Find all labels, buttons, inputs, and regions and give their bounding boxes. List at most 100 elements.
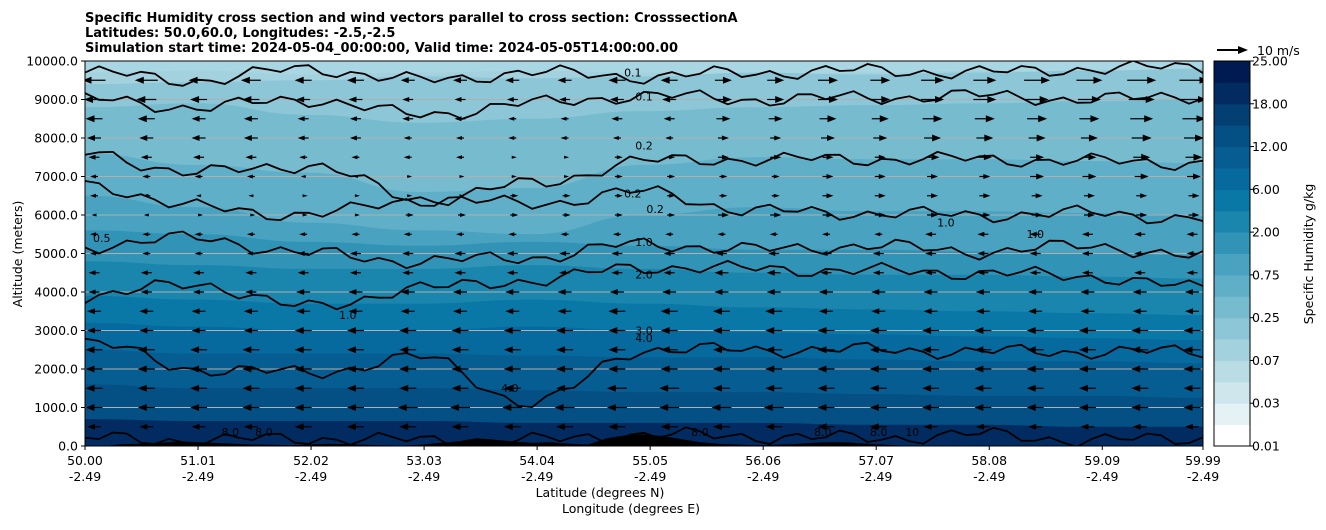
- wind-arrowhead: [829, 76, 838, 84]
- chart-title: Specific Humidity cross section and wind…: [85, 11, 738, 56]
- wind-arrowhead: [869, 365, 879, 373]
- wind-arrowhead: [1183, 346, 1193, 354]
- wind-arrowhead: [817, 346, 827, 354]
- wind-arrowhead: [196, 194, 202, 198]
- y-axis-label: Altitude (meters): [10, 201, 25, 308]
- wind-arrowhead: [923, 308, 932, 315]
- x-tick-label-lat: 59.99: [1185, 453, 1221, 468]
- wind-arrowhead: [459, 194, 465, 198]
- wind-arrowhead: [869, 346, 879, 354]
- wind-arrowhead: [190, 346, 200, 354]
- wind-arrowhead: [974, 327, 984, 334]
- y-tick-label: 4000.0: [34, 285, 78, 300]
- colorbar-label: Specific Humidity g/kg: [1301, 184, 1316, 325]
- wind-arrowhead: [608, 423, 618, 431]
- wind-arrowhead: [407, 175, 413, 178]
- wind-arrowhead: [714, 269, 723, 276]
- wind-arrowhead: [609, 289, 618, 295]
- wind-arrowhead: [245, 270, 253, 276]
- wind-arrowhead: [242, 96, 252, 103]
- wind-arrowhead: [354, 213, 360, 217]
- colorbar-tick-label: 0.75: [1252, 267, 1280, 282]
- wind-arrowhead: [191, 115, 200, 122]
- wind-arrowhead: [346, 76, 356, 84]
- wind-arrowhead: [194, 174, 201, 179]
- wind-arrowhead: [817, 423, 827, 431]
- wind-arrowhead: [296, 289, 305, 295]
- wind-arrowhead: [985, 115, 995, 123]
- wind-arrowhead: [451, 327, 461, 334]
- wind-arrowhead: [503, 327, 513, 334]
- wind-arrowhead: [505, 77, 514, 84]
- wind-arrowhead: [1088, 134, 1098, 142]
- wind-arrowhead: [85, 115, 95, 123]
- wind-arrowhead: [819, 308, 827, 315]
- wind-arrowhead: [1183, 365, 1193, 373]
- wind-arrowhead: [142, 174, 149, 179]
- wind-arrowhead: [1134, 270, 1142, 276]
- contour-label: 8.0: [255, 426, 273, 439]
- wind-arrowhead: [1080, 423, 1089, 430]
- wind-arrowhead: [1186, 270, 1194, 276]
- wind-arrowhead: [660, 76, 670, 84]
- wind-arrowhead: [984, 134, 994, 142]
- wind-arrowhead: [297, 251, 305, 256]
- wind-arrowhead: [554, 404, 564, 411]
- wind-arrowhead: [1147, 76, 1157, 84]
- wind-arrowhead: [456, 232, 462, 237]
- wind-arrowhead: [246, 174, 253, 179]
- wind-arrowhead: [348, 308, 357, 315]
- x-tick-label-lat: 54.04: [519, 453, 555, 468]
- wind-arrowhead: [1186, 231, 1194, 237]
- contour-label: 10: [905, 426, 919, 439]
- wind-arrowhead: [142, 193, 149, 198]
- wind-arrowhead: [765, 307, 775, 315]
- colorbar-segment: [1214, 274, 1250, 297]
- colorbar-tick-label: 12.00: [1252, 139, 1288, 154]
- wind-key: 10 m/s: [1217, 43, 1300, 58]
- y-tick-label: 7000.0: [34, 169, 78, 184]
- wind-arrowhead: [1078, 384, 1088, 392]
- wind-arrowhead: [243, 423, 252, 430]
- wind-arrowhead: [137, 404, 147, 411]
- colorbar-segment: [1214, 317, 1250, 340]
- wind-arrowhead: [137, 115, 147, 123]
- contour-label: 0.2: [646, 203, 664, 216]
- wind-arrowhead: [925, 251, 933, 256]
- wind-arrowhead: [351, 232, 358, 237]
- wind-arrowhead: [922, 327, 932, 334]
- wind-arrowhead: [351, 155, 358, 160]
- wind-arrowhead: [714, 289, 723, 295]
- wind-arrowhead: [399, 384, 409, 392]
- wind-arrowhead: [663, 270, 671, 276]
- colorbar-tick-label: 18.00: [1252, 96, 1288, 111]
- title-line-2: Latitudes: 50.0,60.0, Longitudes: -2.5,-…: [85, 26, 395, 41]
- wind-arrowhead: [348, 289, 357, 295]
- wind-arrowhead: [669, 174, 676, 179]
- wind-arrowhead: [354, 194, 360, 198]
- wind-arrowhead: [1193, 173, 1201, 180]
- wind-arrowhead: [774, 154, 782, 160]
- wind-arrowhead: [722, 76, 732, 84]
- wind-arrowhead: [935, 76, 945, 84]
- wind-arrowhead: [662, 289, 671, 295]
- wind-arrowhead: [1131, 346, 1141, 354]
- wind-arrowhead: [242, 384, 252, 392]
- wind-arrowhead: [297, 270, 305, 276]
- colorbar-segment: [1214, 61, 1250, 83]
- wind-arrowhead: [869, 384, 879, 392]
- wind-arrowhead: [722, 96, 732, 103]
- wind-arrowhead: [879, 135, 888, 141]
- wind-arrowhead: [606, 404, 616, 411]
- y-axis: 0.0 1000.0 2000.0 3000.0 4000.0 5000.0 6000.0 7…: [26, 54, 85, 454]
- wind-arrowhead: [922, 384, 932, 392]
- contour-labels: 0.10.10.20.20.20.51.01.01.01.02.03.04.04…: [93, 66, 1044, 439]
- wind-arrowhead: [191, 308, 200, 315]
- contour-line: [85, 230, 1203, 270]
- y-tick-label: 9000.0: [34, 92, 78, 107]
- wind-arrowhead: [1087, 212, 1095, 218]
- wind-arrowhead: [1026, 384, 1036, 392]
- wind-arrowhead: [1131, 404, 1141, 411]
- wind-arrowhead: [403, 136, 410, 140]
- wind-arrowhead: [1132, 289, 1141, 295]
